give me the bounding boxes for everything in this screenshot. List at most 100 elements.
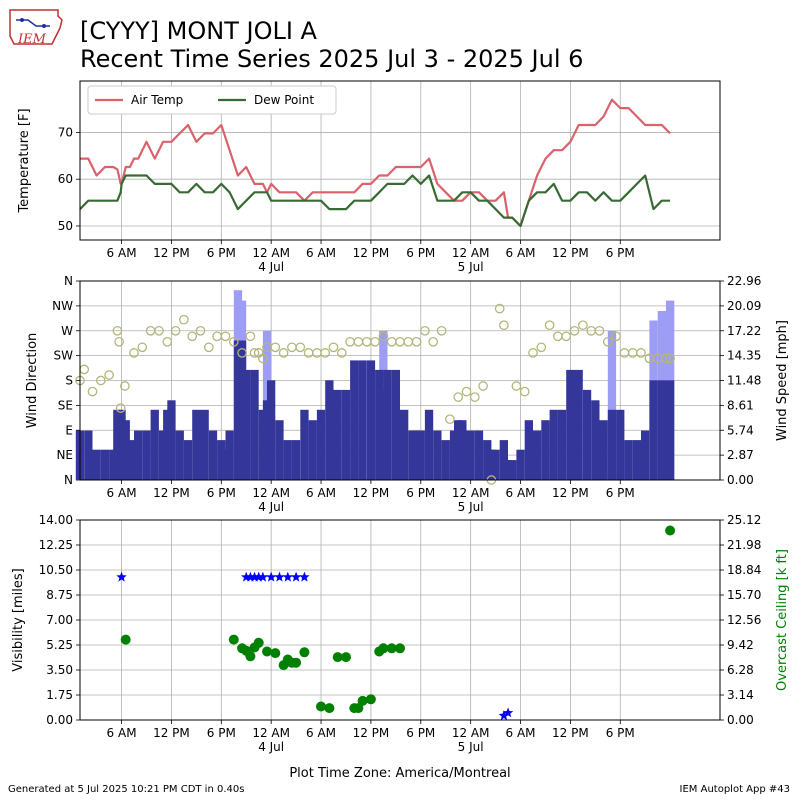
ceiling-point [299, 647, 310, 658]
y-tick-label-direction: SW [54, 349, 74, 363]
visibility-point [116, 571, 127, 582]
gust-bar [607, 330, 617, 480]
y-axis-label: Visibility [miles] [11, 568, 26, 671]
wind-direction-point [544, 320, 555, 331]
wind-speed-bar [84, 430, 93, 480]
wind-speed-bar [649, 380, 658, 480]
wind-speed-bar [134, 430, 143, 480]
wind-direction-point [469, 392, 480, 402]
wind-speed-bar [183, 440, 193, 480]
wind-speed-bar [524, 420, 533, 480]
x-tick-label: 12 PM [353, 486, 390, 500]
x-tick-label: 12 AM [452, 726, 490, 740]
wind-direction-point [114, 336, 124, 347]
x-tick-label: 6 AM [107, 486, 137, 500]
visibility-point [282, 571, 293, 582]
series-line-air-temp [80, 98, 671, 228]
wind-speed-bar [666, 380, 675, 480]
wind-speed-bar [474, 430, 484, 480]
x-tick-label: 12 AM [252, 486, 290, 500]
wind-direction-point [561, 331, 572, 342]
x-tick-label: 12 PM [153, 726, 190, 740]
chart-title-station: [CYYY] MONT JOLI A [80, 17, 317, 45]
ceiling-point [324, 703, 335, 714]
y-right-tick-label: 15.70 [727, 588, 761, 602]
wind-direction-point [95, 375, 106, 386]
ceiling-point [332, 652, 343, 663]
y-right-tick-label: 5.74 [727, 423, 754, 437]
wind-direction-point [453, 392, 464, 402]
wind-speed-bar [291, 440, 301, 480]
wind-speed-bar [333, 389, 342, 480]
wind-direction-point [436, 325, 447, 336]
wind-panel: N NE E SE S SW W NW N 0.00 2.87 5.74 8.61 11.48 14.35 1… [25, 274, 790, 514]
wind-direction-point [636, 348, 646, 358]
svg-text:IEM: IEM [17, 32, 47, 47]
wind-speed-bar [242, 369, 251, 480]
wind-direction-point [553, 331, 563, 342]
wind-speed-bar [237, 340, 247, 480]
y-tick-label: 50 [58, 219, 73, 233]
wind-direction-point [665, 353, 675, 364]
wind-speed-bar [175, 430, 184, 480]
y-right-tick-label: 22.96 [727, 274, 761, 288]
y-tick-label-direction: NW [52, 299, 73, 313]
wind-speed-bar [208, 430, 218, 480]
y-right-tick-label: 21.98 [727, 538, 761, 552]
wind-speed-bar [358, 360, 367, 480]
y-right-tick-label: 11.48 [727, 374, 761, 388]
wind-direction-point [278, 348, 289, 358]
y-axis-label: Temperature [F] [17, 108, 32, 213]
wind-speed-bar [424, 409, 434, 480]
wind-direction-point [403, 336, 414, 347]
wind-speed-bar [582, 389, 592, 480]
wind-speed-bar [221, 449, 230, 480]
y-right-axis-label: Wind Speed [mph] [775, 320, 790, 441]
wind-speed-bar [566, 369, 575, 480]
wind-speed-bar [466, 430, 475, 480]
x-tick-label: 12 PM [552, 486, 589, 500]
ceiling-point [245, 651, 256, 662]
wind-speed-bar [574, 369, 583, 480]
wind-speed-bar [557, 409, 567, 480]
wind-direction-point [245, 331, 256, 342]
y-right-tick-label: 0.00 [727, 713, 754, 727]
wind-direction-point [228, 336, 239, 347]
legend-label-air-temp: Air Temp [131, 93, 183, 107]
visibility-point [274, 571, 285, 582]
visibility-point [290, 571, 302, 582]
wind-direction-point [162, 336, 173, 347]
wind-speed-bar [408, 430, 417, 480]
y-right-tick-label: 3.14 [727, 688, 754, 702]
wind-speed-bar [657, 380, 666, 480]
wind-speed-bar [541, 420, 550, 480]
y-tick-label: 8.75 [46, 588, 73, 602]
wind-direction-point [519, 386, 530, 397]
visibility-ceiling-panel: 0.00 1.75 3.50 5.25 7.00 8.75 10.50 12.25 14.00 0… [11, 513, 790, 781]
wind-direction-point [461, 386, 472, 397]
visibility-point [253, 571, 264, 582]
x-tick-label: 6 AM [506, 486, 536, 500]
visibility-point [249, 571, 260, 582]
wind-speed-bar [167, 400, 176, 480]
x-tick-label: 12 PM [552, 726, 589, 740]
x-tick-label: 12 PM [153, 486, 190, 500]
wind-speed-bar [503, 460, 513, 480]
wind-direction-point [395, 336, 405, 347]
y-tick-label-direction: NE [56, 448, 73, 462]
wind-speed-bar [142, 430, 151, 480]
wind-speed-bar [599, 420, 608, 480]
ceiling-point [228, 634, 239, 645]
ceiling-point [357, 695, 368, 706]
wind-direction-point [187, 331, 198, 342]
x-tick-label: 6 AM [107, 246, 137, 260]
wind-direction-point [249, 348, 260, 358]
x-tick-label: 6 PM [406, 486, 435, 500]
wind-speed-bar [275, 420, 284, 480]
x-tick-date-label: 4 Jul [258, 500, 284, 514]
wind-direction-point [611, 331, 621, 342]
y-tick-label: 3.50 [46, 663, 73, 677]
x-axis-label: Plot Time Zone: America/Montreal [289, 766, 510, 781]
wind-direction-point [179, 314, 189, 325]
